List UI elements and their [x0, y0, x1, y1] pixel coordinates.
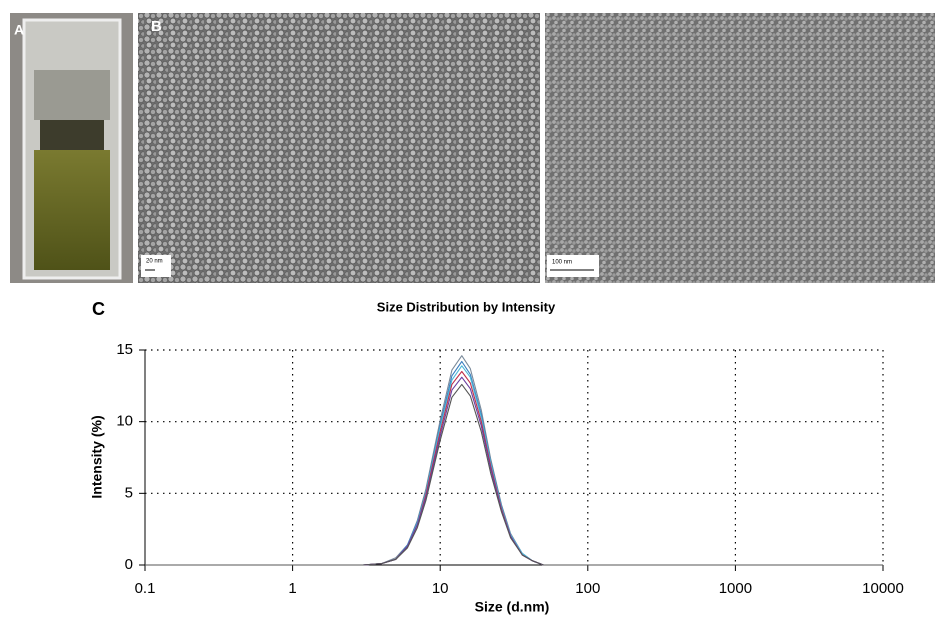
data-line	[145, 365, 883, 566]
scale-bar-label: 100 nm	[552, 260, 572, 266]
x-tick-label: 1000	[719, 580, 752, 597]
panel-label: C	[92, 299, 105, 319]
scale-bar-label: 20 nm	[146, 259, 163, 265]
y-axis-label: Intensity (%)	[89, 415, 105, 498]
chart-title: Size Distribution by Intensity	[377, 299, 556, 314]
y-tick-label: 5	[125, 484, 133, 501]
x-axis-label: Size (d.nm)	[475, 599, 550, 615]
x-tick-label: 10000	[862, 580, 904, 597]
panel-label: A	[14, 22, 24, 38]
data-line	[145, 376, 883, 566]
x-tick-label: 10	[432, 580, 449, 597]
x-tick-label: 1	[288, 580, 296, 597]
data-line	[145, 355, 883, 566]
y-tick-label: 10	[116, 413, 133, 430]
x-tick-label: 100	[575, 580, 600, 597]
sem-image: B 20 nm	[138, 13, 540, 283]
panel-label: B	[151, 18, 162, 35]
y-tick-label: 0	[125, 556, 133, 573]
data-line	[145, 383, 883, 566]
data-line	[145, 370, 883, 566]
x-tick-label: 0.1	[135, 580, 156, 597]
data-line	[145, 360, 883, 566]
y-tick-label: 15	[116, 341, 133, 358]
sem-image: 100 nm	[545, 13, 935, 283]
photo-cuvette: A	[10, 13, 133, 283]
